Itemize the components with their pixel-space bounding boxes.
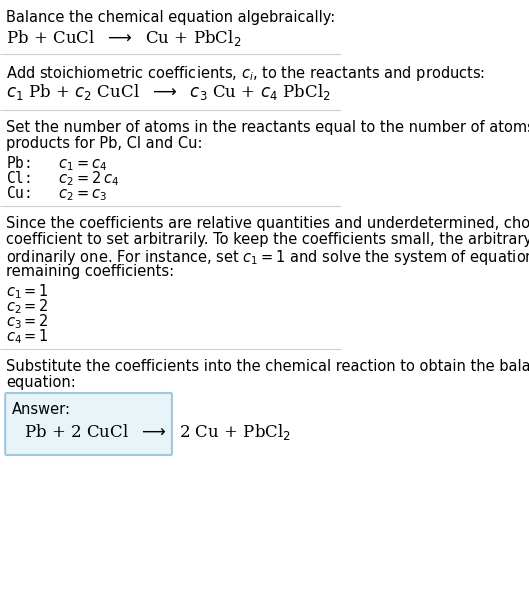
Text: $c_1 = 1$: $c_1 = 1$ [6,282,49,300]
Text: $c_3 = 2$: $c_3 = 2$ [6,312,49,331]
Text: Balance the chemical equation algebraically:: Balance the chemical equation algebraica… [6,10,336,25]
Text: Answer:: Answer: [12,402,70,417]
Text: Pb + 2 CuCl  $\longrightarrow$  2 Cu + PbCl$_2$: Pb + 2 CuCl $\longrightarrow$ 2 Cu + PbC… [24,422,291,442]
Text: equation:: equation: [6,375,76,390]
Text: products for Pb, Cl and Cu:: products for Pb, Cl and Cu: [6,136,203,151]
Text: Set the number of atoms in the reactants equal to the number of atoms in the: Set the number of atoms in the reactants… [6,120,529,135]
Text: Since the coefficients are relative quantities and underdetermined, choose a: Since the coefficients are relative quan… [6,216,529,231]
Text: Substitute the coefficients into the chemical reaction to obtain the balanced: Substitute the coefficients into the che… [6,359,529,374]
Text: Pb + CuCl  $\longrightarrow$  Cu + PbCl$_2$: Pb + CuCl $\longrightarrow$ Cu + PbCl$_2… [6,28,242,48]
Text: Cl:   $c_2 = 2\,c_4$: Cl: $c_2 = 2\,c_4$ [6,169,120,188]
Text: Pb:   $c_1 = c_4$: Pb: $c_1 = c_4$ [6,154,108,173]
Text: $c_2 = 2$: $c_2 = 2$ [6,297,49,316]
FancyBboxPatch shape [5,393,172,455]
Text: Add stoichiometric coefficients, $c_i$, to the reactants and products:: Add stoichiometric coefficients, $c_i$, … [6,64,486,83]
Text: ordinarily one. For instance, set $c_1 = 1$ and solve the system of equations fo: ordinarily one. For instance, set $c_1 =… [6,248,529,267]
Text: $c_1$ Pb + $c_2$ CuCl  $\longrightarrow$  $c_3$ Cu + $c_4$ PbCl$_2$: $c_1$ Pb + $c_2$ CuCl $\longrightarrow$ … [6,82,331,102]
Text: coefficient to set arbitrarily. To keep the coefficients small, the arbitrary va: coefficient to set arbitrarily. To keep … [6,232,529,247]
Text: Cu:   $c_2 = c_3$: Cu: $c_2 = c_3$ [6,184,108,203]
Text: remaining coefficients:: remaining coefficients: [6,264,175,279]
Text: $c_4 = 1$: $c_4 = 1$ [6,327,49,346]
